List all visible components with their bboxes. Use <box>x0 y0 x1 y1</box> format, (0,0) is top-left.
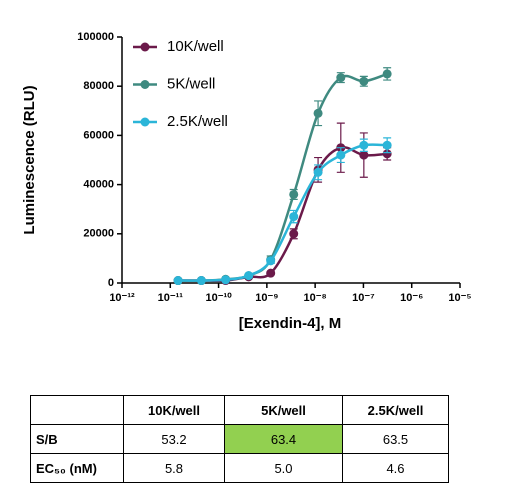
x-tick-label: 10⁻⁵ <box>448 292 471 304</box>
data-point <box>336 73 346 83</box>
cell: 53.2 <box>123 424 225 454</box>
data-point <box>289 229 299 239</box>
legend-label: 10K/well <box>167 38 224 55</box>
y-tick-label: 40000 <box>83 179 114 191</box>
data-point <box>382 69 392 79</box>
legend-marker <box>140 42 150 52</box>
y-tick-label: 100000 <box>77 31 114 43</box>
data-point <box>336 150 346 160</box>
data-point <box>289 212 299 222</box>
header-cell: 5K/well <box>224 395 343 425</box>
data-point <box>382 149 392 159</box>
y-tick-label: 60000 <box>83 129 114 141</box>
data-point <box>173 276 183 286</box>
fit-curve <box>178 146 388 283</box>
x-axis-label: [Exendin-4], M <box>239 315 342 332</box>
legend-marker <box>140 117 150 127</box>
cell: 4.6 <box>342 453 449 483</box>
y-axis-label: Luminescence (RLU) <box>21 85 38 234</box>
row-header: EC₅₀ (nM) <box>30 453 124 483</box>
data-point <box>266 268 276 278</box>
data-point <box>313 108 323 118</box>
x-tick-label: 10⁻¹⁰ <box>206 292 233 304</box>
header-cell: 2.5K/well <box>342 395 449 425</box>
cell: 63.5 <box>342 424 449 454</box>
row-header: S/B <box>30 424 124 454</box>
data-point <box>196 276 206 286</box>
fit-curve <box>178 143 388 282</box>
data-point <box>382 140 392 150</box>
x-tick-label: 10⁻⁷ <box>352 292 375 304</box>
x-tick-label: 10⁻⁹ <box>255 292 278 304</box>
data-point <box>289 189 299 199</box>
data-point <box>313 167 323 177</box>
table-header: 10K/well 5K/well 2.5K/well <box>30 395 449 425</box>
fit-curve <box>178 72 388 282</box>
data-point <box>244 271 254 281</box>
corner-cell <box>30 395 124 425</box>
cell: 5.8 <box>123 453 225 483</box>
data-point <box>359 150 369 160</box>
y-tick-label: 80000 <box>83 80 114 92</box>
x-tick-label: 10⁻¹² <box>109 292 135 304</box>
y-tick-label: 0 <box>108 277 114 289</box>
table-row: EC₅₀ (nM) 5.8 5.0 4.6 <box>30 453 449 483</box>
table-row: S/B 53.2 63.4 63.5 <box>30 424 449 454</box>
x-tick-label: 10⁻¹¹ <box>158 292 184 304</box>
cell: 5.0 <box>224 453 343 483</box>
x-tick-label: 10⁻⁶ <box>400 292 423 304</box>
legend-marker <box>140 80 150 89</box>
data-point <box>359 76 369 86</box>
y-tick-label: 20000 <box>83 228 114 240</box>
legend-label: 2.5K/well <box>167 113 228 130</box>
legend-label: 5K/well <box>167 75 215 92</box>
data-point <box>359 140 369 150</box>
x-tick-label: 10⁻⁸ <box>304 292 327 304</box>
cell: 63.4 <box>224 424 343 454</box>
chart: Luminescence (RLU) [Exendin-4], M 0 20000… <box>21 31 472 332</box>
header-cell: 10K/well <box>123 395 225 425</box>
data-point <box>221 275 231 285</box>
data-point <box>266 256 276 266</box>
summary-table: 10K/well 5K/well 2.5K/well S/B 53.2 63.4… <box>30 395 449 483</box>
